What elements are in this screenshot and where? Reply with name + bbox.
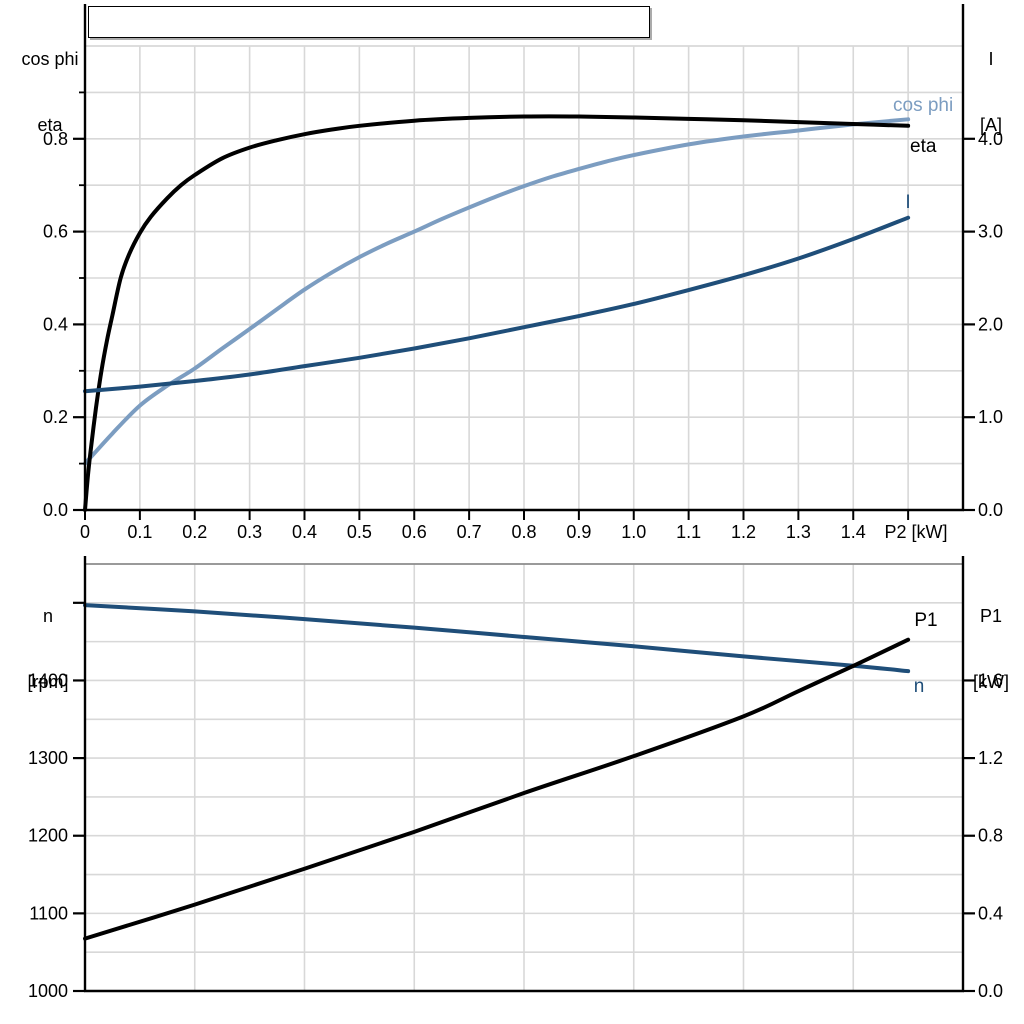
- x-tick-label: 0.2: [182, 522, 207, 542]
- y-tick-label: 0.8: [978, 826, 1003, 846]
- bottom-chart-right-axis-title: P1 [kW]: [960, 561, 1022, 737]
- x-axis-label: P2 [kW]: [884, 522, 947, 542]
- axis-title-eta: eta: [37, 115, 63, 135]
- x-tick-label: 0.7: [457, 522, 482, 542]
- series-eta: [83, 114, 911, 512]
- axes: 1000 1100 1200 1300 1400 0.0 0.4 0.8 1.2 1.6: [28, 556, 1003, 1001]
- axis-title-speed: n: [42, 606, 53, 626]
- y-tick-label: 1100: [29, 903, 68, 923]
- chart-title-box: NB65-125/144 + INNOMOTICS 1.1 kW 3*400 V…: [88, 6, 650, 38]
- y-tick-label: 1.2: [978, 748, 1003, 768]
- x-tick-label: 1.1: [676, 522, 701, 542]
- y-tick-label: 1400: [28, 670, 68, 690]
- axis-title-cos-phi: cos phi: [21, 49, 79, 69]
- series-label-eta: eta: [910, 136, 937, 157]
- y-tick-label: 0.6: [43, 222, 68, 242]
- x-tick-label: 1.0: [621, 522, 646, 542]
- y-tick-label: 0.4: [43, 314, 68, 334]
- x-tick-label: 0.9: [566, 522, 591, 542]
- x-tick-label: 1.4: [841, 522, 866, 542]
- axes: 0.0 0.2 0.4 0.6 0.8 0.0 1.0 2.0 3.0 4.0 0 0.1 0.2 0.3…: [43, 4, 1003, 542]
- axis-title-speed-unit: [rpm]: [27, 672, 69, 692]
- axis-title-p1: P1: [979, 606, 1003, 626]
- x-tick-label: 1.2: [731, 522, 756, 542]
- x-tick-label: 0.1: [127, 522, 152, 542]
- y-tick-label: 0.8: [43, 129, 68, 149]
- y-tick-label: 0.2: [43, 407, 68, 427]
- gridlines: [85, 45, 963, 510]
- series-cos-phi: [83, 117, 911, 466]
- axis-title-current: I: [988, 49, 994, 69]
- x-tick-label: 0: [80, 522, 90, 542]
- y-tick-label: 1300: [28, 748, 68, 768]
- y-tick-label: 0.0: [978, 500, 1003, 520]
- y-tick-label: 1200: [28, 826, 68, 846]
- series-label-cos-phi: cos phi: [893, 95, 953, 116]
- series-label-n: n: [914, 676, 925, 697]
- chart-0: 0.0 0.2 0.4 0.6 0.8 0.0 1.0 2.0 3.0 4.0 0 0.1 0.2 0.3…: [43, 4, 1003, 542]
- y-tick-label: 3.0: [978, 222, 1003, 242]
- y-tick-label: 4.0: [978, 129, 1003, 149]
- y-tick-label: 1000: [28, 981, 68, 1001]
- bottom-chart-left-axis-title: n [rpm]: [8, 561, 88, 737]
- y-tick-label: 0.0: [978, 981, 1003, 1001]
- axis-title-p1-unit: [kW]: [973, 672, 1009, 692]
- series-I: [83, 215, 911, 394]
- x-tick-label: 0.5: [347, 522, 372, 542]
- top-chart-right-axis-title: I [A]: [962, 4, 1020, 180]
- y-tick-label: 1.6: [978, 670, 1003, 690]
- x-tick-label: 1.3: [786, 522, 811, 542]
- axis-title-current-unit: [A]: [979, 115, 1002, 135]
- top-chart-left-axis-title: cos phi eta: [8, 4, 92, 180]
- y-tick-label: 0.4: [978, 903, 1003, 923]
- x-tick-label: 0.4: [292, 522, 317, 542]
- series-label-P1: P1: [914, 610, 937, 631]
- x-tick-label: 0.8: [511, 522, 536, 542]
- x-tick-label: 0.6: [402, 522, 427, 542]
- y-tick-label: 1.0: [978, 407, 1003, 427]
- series-n: [83, 603, 911, 674]
- chart-1: 1000 1100 1200 1300 1400 0.0 0.4 0.8 1.2 1.6 n P1: [28, 556, 1003, 1001]
- y-tick-label: 2.0: [978, 314, 1003, 334]
- series-label-I: I: [905, 192, 910, 213]
- y-tick-label: 0.0: [43, 500, 68, 520]
- gridlines: [85, 563, 963, 991]
- series-P1: [83, 637, 911, 941]
- x-tick-label: 0.3: [237, 522, 262, 542]
